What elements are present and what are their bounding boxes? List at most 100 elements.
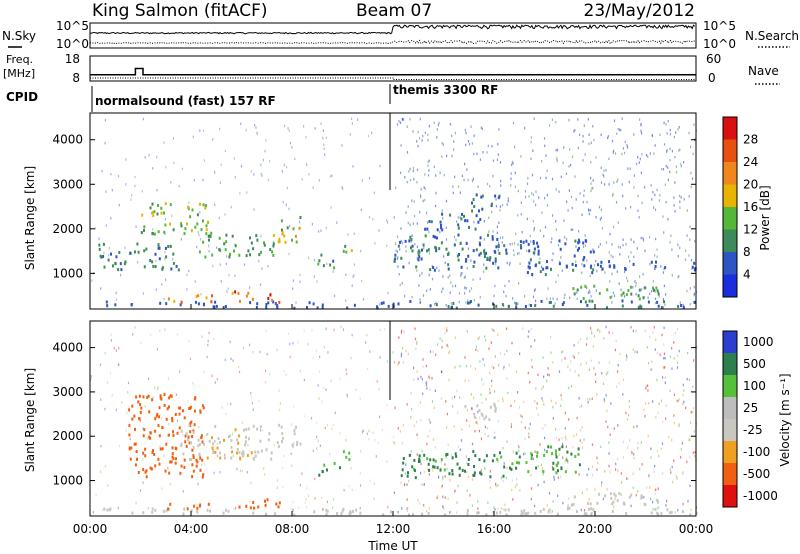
- scatter-cell: [165, 255, 168, 259]
- scatter-cell: [499, 451, 501, 455]
- scatter-speck: [464, 292, 466, 295]
- scatter-speck: [90, 378, 92, 381]
- velocity-colorbar-swatch: [723, 331, 737, 353]
- scatter-cell: [152, 214, 155, 218]
- scatter-cell: [493, 402, 496, 406]
- scatter-speck: [416, 222, 418, 225]
- scatter-speck: [622, 147, 624, 150]
- scatter-cell: [641, 495, 644, 499]
- scatter-speck: [293, 405, 295, 408]
- scatter-speck: [606, 488, 608, 491]
- scatter-speck: [429, 421, 431, 424]
- scatter-cell: [180, 442, 183, 446]
- scatter-speck: [428, 230, 430, 234]
- scatter-speck: [652, 500, 654, 504]
- scatter-cell: [160, 206, 163, 210]
- scatter-speck: [678, 126, 680, 129]
- scatter-cell: [259, 425, 262, 429]
- scatter-cell: [566, 507, 569, 511]
- scatter-speck: [422, 294, 425, 297]
- scatter-speck: [435, 174, 437, 177]
- scatter-speck: [454, 366, 456, 369]
- scatter-speck: [441, 484, 443, 488]
- n-sky-line: [89, 24, 696, 35]
- scatter-speck: [265, 329, 267, 333]
- scatter-speck: [600, 133, 602, 137]
- scatter-speck: [465, 461, 467, 465]
- scatter-cell: [552, 467, 555, 471]
- scatter-speck: [192, 382, 194, 385]
- scatter-speck: [607, 371, 609, 374]
- scatter-cell: [546, 266, 549, 270]
- scatter-cell: [527, 242, 530, 246]
- scatter-speck: [619, 128, 621, 132]
- scatter-speck: [411, 295, 413, 299]
- scatter-cell: [638, 297, 641, 301]
- scatter-speck: [617, 363, 619, 367]
- scatter-speck: [288, 332, 290, 335]
- scatter-speck: [624, 140, 626, 144]
- beam-title: Beam 07: [356, 1, 432, 21]
- scatter-speck: [376, 380, 378, 383]
- scatter-cell: [467, 254, 470, 258]
- scatter-speck: [214, 440, 216, 443]
- scatter-speck: [452, 405, 454, 408]
- scatter-speck: [446, 154, 448, 158]
- scatter-speck: [288, 252, 290, 256]
- scatter-cell: [485, 454, 488, 458]
- scatter-speck: [330, 379, 332, 383]
- scatter-speck: [366, 432, 368, 436]
- scatter-speck: [400, 331, 402, 334]
- scatter-speck: [219, 471, 221, 474]
- scatter-speck: [680, 448, 682, 451]
- scatter-cell: [172, 457, 175, 461]
- scatter-cell: [160, 211, 163, 215]
- scatter-cell: [455, 306, 458, 310]
- scatter-speck: [691, 177, 694, 180]
- scatter-speck: [517, 302, 519, 306]
- scatter-speck: [489, 486, 492, 489]
- scatter-speck: [142, 117, 144, 121]
- scatter-speck: [620, 129, 622, 132]
- scatter-speck: [568, 418, 570, 421]
- scatter-speck: [620, 472, 622, 475]
- scatter-speck: [517, 243, 519, 246]
- scatter-speck: [111, 394, 113, 397]
- scatter-speck: [528, 427, 530, 430]
- scatter-speck: [265, 139, 267, 142]
- scatter-speck: [445, 238, 448, 241]
- scatter-speck: [497, 153, 499, 156]
- scatter-speck: [117, 174, 120, 178]
- scatter-speck: [641, 201, 643, 205]
- scatter-cell: [650, 511, 653, 515]
- scatter-cell: [436, 236, 438, 240]
- scatter-cell: [657, 512, 660, 516]
- scatter-speck: [572, 228, 574, 231]
- scatter-speck: [331, 174, 333, 177]
- scatter-cell: [151, 260, 154, 264]
- scatter-speck: [494, 508, 496, 511]
- scatter-speck: [424, 131, 426, 134]
- scatter-speck: [538, 196, 540, 199]
- scatter-speck: [256, 132, 258, 136]
- scatter-speck: [500, 179, 502, 183]
- scatter-speck: [201, 335, 203, 338]
- scatter-cell: [245, 254, 248, 258]
- scatter-speck: [350, 467, 352, 470]
- scatter-speck: [679, 246, 681, 250]
- scatter-speck: [493, 390, 496, 393]
- scatter-cell: [429, 268, 432, 272]
- scatter-cell: [253, 506, 256, 510]
- scatter-cell: [576, 510, 578, 513]
- scatter-speck: [530, 358, 533, 362]
- scatter-cell: [134, 250, 136, 254]
- y-tick-label: 2000: [52, 429, 83, 443]
- scatter-speck: [267, 265, 269, 268]
- scatter-cell: [489, 256, 492, 260]
- scatter-speck: [666, 150, 668, 153]
- scatter-speck: [576, 416, 578, 420]
- scatter-cell: [254, 454, 257, 458]
- scatter-speck: [346, 393, 348, 397]
- scatter-speck: [641, 152, 643, 156]
- scatter-speck: [453, 425, 455, 428]
